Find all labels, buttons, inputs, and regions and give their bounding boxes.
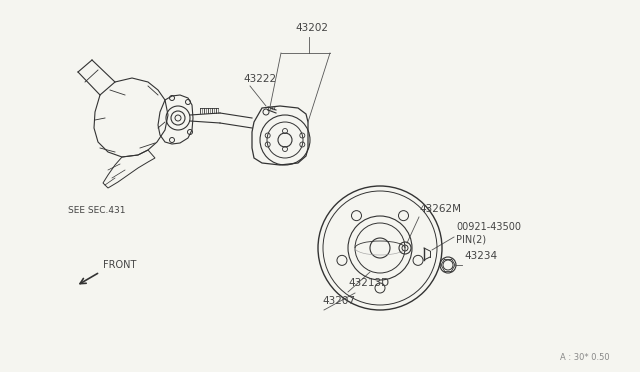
Text: 43234: 43234 xyxy=(464,251,497,261)
Text: 43222: 43222 xyxy=(243,74,276,84)
Text: 43262M: 43262M xyxy=(419,204,461,214)
Text: 43202: 43202 xyxy=(295,23,328,33)
Text: 43213D: 43213D xyxy=(348,278,389,288)
Text: PIN(2): PIN(2) xyxy=(456,234,486,244)
Text: 00921-43500: 00921-43500 xyxy=(456,222,521,232)
Text: SEE SEC.431: SEE SEC.431 xyxy=(68,206,125,215)
Text: 43207: 43207 xyxy=(322,296,355,306)
Text: A : 30* 0.50: A : 30* 0.50 xyxy=(560,353,610,362)
Text: FRONT: FRONT xyxy=(103,260,136,270)
